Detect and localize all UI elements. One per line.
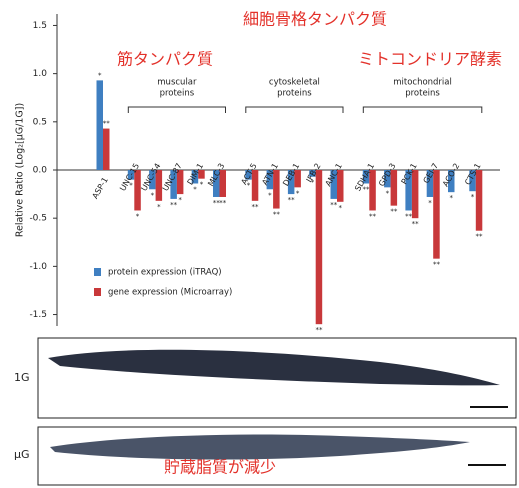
y-tick-label: 1.0 bbox=[33, 69, 48, 79]
significance-label: ** bbox=[219, 199, 227, 207]
significance-label: ** bbox=[273, 211, 281, 219]
image-label: 1G bbox=[14, 371, 30, 384]
significance-label: * bbox=[178, 196, 182, 204]
group-label: proteins bbox=[277, 89, 312, 99]
significance-label: * bbox=[151, 191, 155, 199]
significance-label: * bbox=[471, 193, 475, 201]
significance-label: ** bbox=[315, 326, 323, 334]
significance-label: ** bbox=[412, 220, 420, 228]
bar bbox=[103, 129, 110, 170]
significance-label: * bbox=[339, 204, 343, 212]
significance-label: ** bbox=[433, 261, 441, 269]
bar bbox=[316, 170, 323, 324]
legend-swatch bbox=[94, 268, 101, 276]
significance-label: ** bbox=[390, 208, 398, 216]
x-tick-label: ASP-1 bbox=[91, 176, 110, 201]
y-tick-label: -1.5 bbox=[29, 310, 47, 320]
significance-label: ** bbox=[288, 196, 296, 204]
significance-label: ** bbox=[476, 233, 484, 241]
significance-label: * bbox=[386, 189, 390, 197]
group-label: muscular bbox=[157, 78, 197, 88]
bar bbox=[433, 170, 440, 259]
significance-label: * bbox=[136, 212, 140, 220]
annotation: 細胞骨格タンパク質 bbox=[243, 10, 387, 29]
annotation: 貯蔵脂質が減少 bbox=[164, 458, 276, 477]
page: {"chart_data": {"type": "bar", "y_label"… bbox=[0, 0, 519, 488]
significance-label: * bbox=[157, 203, 161, 211]
y-tick-label: -1.0 bbox=[29, 262, 47, 272]
group-label: proteins bbox=[405, 89, 440, 99]
y-axis-label: Relative Ratio (Log₂[μG/1G]) bbox=[15, 103, 26, 237]
significance-label: ** bbox=[369, 212, 377, 220]
y-tick-label: -0.5 bbox=[29, 214, 47, 224]
bar bbox=[412, 170, 419, 218]
significance-label: ** bbox=[252, 203, 260, 211]
significance-label: ** bbox=[330, 201, 338, 209]
significance-label: * bbox=[193, 185, 197, 193]
legend-swatch bbox=[94, 288, 101, 296]
group-bracket bbox=[246, 107, 343, 113]
significance-label: ** bbox=[170, 201, 178, 209]
group-bracket bbox=[363, 107, 482, 113]
group-label: mitochondrial bbox=[393, 78, 452, 88]
group-bracket bbox=[128, 107, 225, 113]
annotation: ミトコンドリア酵素 bbox=[358, 50, 502, 69]
significance-label: * bbox=[296, 189, 300, 197]
significance-label: * bbox=[268, 191, 272, 199]
significance-label: ** bbox=[103, 120, 111, 128]
image-label: μG bbox=[14, 448, 30, 461]
legend-label: gene expression (Microarray) bbox=[108, 288, 232, 298]
significance-label: * bbox=[428, 199, 432, 207]
significance-label: * bbox=[200, 181, 204, 189]
group-label: cytoskeletal bbox=[269, 78, 320, 88]
annotation: 筋タンパク質 bbox=[117, 50, 213, 69]
bar bbox=[476, 170, 483, 231]
y-tick-label: 0.0 bbox=[33, 166, 48, 176]
significance-label: * bbox=[450, 194, 454, 202]
figure: 細胞骨格タンパク質 筋タンパク質 ミトコンドリア酵素 Relative Rati… bbox=[0, 0, 519, 488]
significance-label: * bbox=[98, 71, 102, 79]
group-label: proteins bbox=[160, 89, 195, 99]
legend-label: protein expression (iTRAQ) bbox=[108, 268, 222, 278]
y-tick-label: 1.5 bbox=[33, 21, 47, 31]
y-tick-label: 0.5 bbox=[33, 117, 47, 127]
